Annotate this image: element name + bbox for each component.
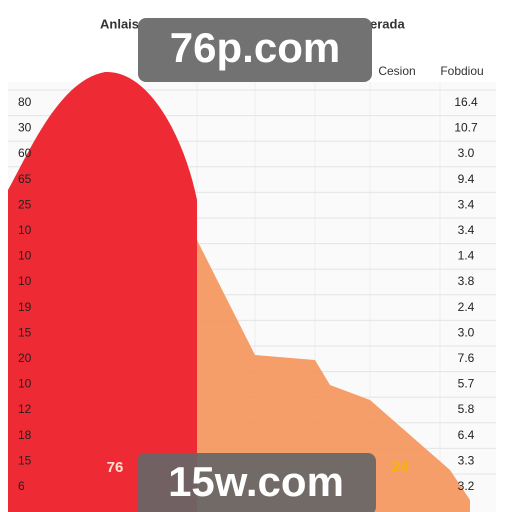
column-header: Fobdiou	[440, 64, 483, 78]
watermark-box	[137, 453, 376, 512]
row-value: 2.4	[458, 300, 475, 314]
row-value: 3.3	[458, 453, 475, 467]
row-value: 3.4	[458, 197, 475, 211]
row-label: 15	[18, 453, 32, 467]
row-label: 25	[18, 197, 32, 211]
row-value: 10.7	[454, 121, 478, 135]
row-value: 3.0	[458, 146, 475, 160]
row-label: 10	[18, 249, 32, 263]
row-value: 3.4	[458, 223, 475, 237]
row-value: 6.4	[458, 428, 475, 442]
rows: 80 16.4 30 10.7 60 3.0 65 9.4 25 3.4 10 3.4 10 1.4 10 3…	[18, 95, 478, 493]
row-label: 20	[18, 351, 32, 365]
row-label: 12	[18, 402, 32, 416]
watermark: 15w.com	[168, 458, 344, 505]
row-value: 7.6	[458, 351, 475, 365]
row-label: 10	[18, 274, 32, 288]
row-label: 10	[18, 223, 32, 237]
row-value: 1.4	[458, 249, 475, 263]
watermark-box	[138, 18, 372, 82]
orange-area	[197, 240, 470, 512]
row-value: 3.2	[458, 479, 475, 493]
row-label: 19	[18, 300, 32, 314]
red-area	[8, 71, 197, 512]
row-label: 30	[18, 121, 32, 135]
row-label: 10	[18, 377, 32, 391]
area-label: 24	[392, 459, 409, 476]
row-value: 9.4	[458, 172, 475, 186]
row-label: 18	[18, 428, 32, 442]
row-label: 6	[18, 479, 25, 493]
watermark: 76p.com	[170, 24, 340, 71]
row-label: 65	[18, 172, 32, 186]
area-label: 76	[107, 459, 124, 476]
row-value: 5.7	[458, 377, 475, 391]
title-left: Anlais	[100, 16, 139, 31]
row-label: 80	[18, 95, 32, 109]
row-value: 3.8	[458, 274, 475, 288]
row-value: 3.0	[458, 325, 475, 339]
row-label: 60	[18, 146, 32, 160]
row-label: 15	[18, 325, 32, 339]
column-header: Cesion	[378, 64, 415, 78]
title-right: erada	[370, 16, 405, 31]
row-value: 5.8	[458, 402, 475, 416]
row-value: 16.4	[454, 95, 478, 109]
